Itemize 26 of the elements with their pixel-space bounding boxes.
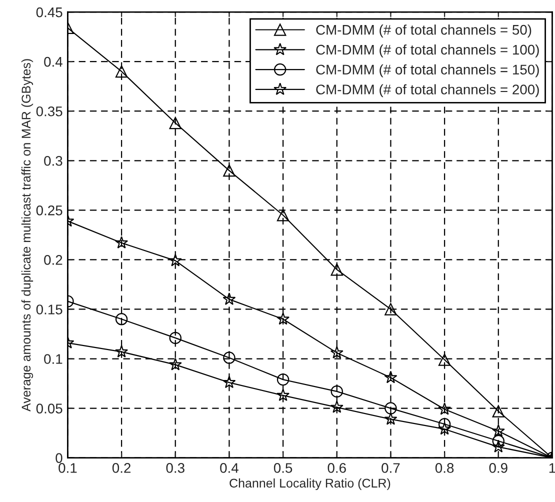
y-tick-label: 0.15 <box>36 304 62 314</box>
legend-label: CM-DMM (# of total channels = 50) <box>316 24 532 38</box>
x-axis-title: Channel Locality Ratio (CLR) <box>230 478 390 490</box>
x-tick-label: 0.3 <box>166 463 184 473</box>
y-tick-label: 0.05 <box>36 404 62 414</box>
y-tick-label: 0.45 <box>36 7 62 18</box>
y-tick-label: 0.2 <box>44 255 62 265</box>
legend-label: CM-DMM (# of total channels = 150) <box>316 64 539 78</box>
x-tick-label: 0.5 <box>274 463 292 473</box>
y-tick-label: 0 <box>56 453 62 463</box>
x-tick-label: 0.8 <box>435 463 454 473</box>
x-tick-label: 0.4 <box>220 463 238 473</box>
y-axis-title: Average amounts of duplicate multicast traffic on MAR (GBytes) <box>21 59 34 412</box>
y-tick-label: 0.25 <box>36 206 62 216</box>
y-tick-label: 0.4 <box>44 56 62 67</box>
x-tick-label: 0.2 <box>112 463 130 473</box>
legend-label: CM-DMM (# of total channels = 200) <box>316 84 539 98</box>
y-tick-label: 0.35 <box>36 106 62 116</box>
x-tick-label: 1 <box>549 463 555 473</box>
x-tick-label: 0.6 <box>328 463 346 473</box>
x-tick-label: 0.7 <box>382 463 400 473</box>
y-tick-label: 0.1 <box>44 354 62 364</box>
x-tick-label: 0.1 <box>58 463 77 473</box>
legend-label: CM-DMM (# of total channels = 100) <box>316 44 539 58</box>
x-tick-label: 0.9 <box>489 463 508 473</box>
y-tick-label: 0.3 <box>44 156 62 166</box>
